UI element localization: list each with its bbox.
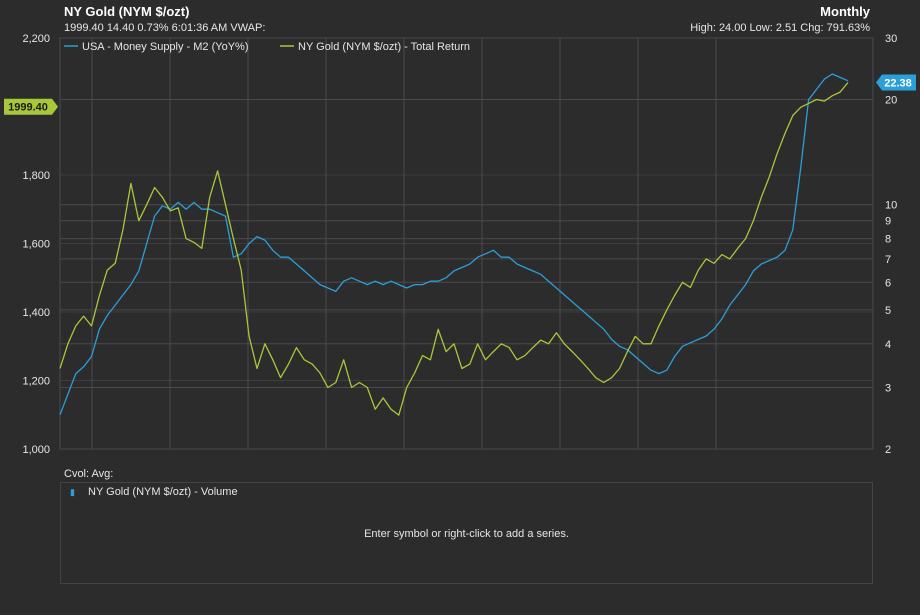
chart-legend: USA - Money Supply - M2 (YoY%) NY Gold (N… (64, 41, 470, 53)
m2-series-line (59, 73, 849, 416)
right-tick-label: 30 (885, 33, 897, 45)
legend-entry: NY Gold (NYM $/ozt) - Total Return (298, 41, 470, 53)
last-value-right-text: 22.38 (884, 77, 912, 89)
left-tick-label: 1,200 (22, 376, 50, 388)
stats-line: High: 24.00 Low: 2.51 Chg: 791.63% (690, 22, 870, 34)
price-chart[interactable]: 1,000 1,200 1,400 1,600 1,800 2,200 2 3 4 5 6 7 8 9 1… (0, 0, 920, 465)
bar-chart-icon: ▮ (70, 487, 75, 497)
left-tick-label: 1,600 (22, 239, 50, 251)
left-tick-label: 2,200 (22, 33, 50, 45)
chart-grid (59, 37, 874, 450)
right-tick-label: 2 (885, 444, 891, 456)
volume-series-label: NY Gold (NYM $/ozt) - Volume (88, 486, 238, 498)
left-tick-label: 1,400 (22, 307, 50, 319)
right-tick-label: 5 (885, 305, 891, 317)
volume-panel[interactable] (60, 482, 873, 584)
volume-stats-label: Cvol: Avg: (64, 468, 114, 480)
legend-entry: USA - Money Supply - M2 (YoY%) (82, 41, 249, 53)
right-tick-label: 6 (885, 277, 891, 289)
series-layer (59, 73, 849, 416)
last-value-tag-right (876, 74, 916, 91)
left-axis: 1,000 1,200 1,400 1,600 1,800 2,200 (22, 33, 50, 456)
right-tick-label: 9 (885, 216, 891, 228)
left-tick-label: 1,000 (22, 444, 50, 456)
gold-series-line (59, 82, 849, 416)
right-axis: 2 3 4 5 6 7 8 9 10 20 30 (885, 33, 897, 456)
right-tick-label: 8 (885, 234, 891, 246)
right-tick-label: 7 (885, 254, 891, 266)
right-tick-label: 20 (885, 95, 897, 107)
quote-line: 1999.40 14.40 0.73% 6:01:36 AM VWAP: (64, 22, 266, 34)
last-value-left-text: 1999.40 (8, 102, 48, 114)
add-series-hint: Enter symbol or right-click to add a ser… (364, 528, 569, 540)
last-value-tags: 1999.40 22.38 (4, 74, 916, 115)
period-selector[interactable]: Monthly (820, 4, 870, 19)
volume-series-legend[interactable]: ▮ NY Gold (NYM $/ozt) - Volume (70, 486, 238, 498)
chart-title: NY Gold (NYM $/ozt) (64, 4, 190, 19)
right-tick-label: 3 (885, 382, 891, 394)
last-value-tag-left (4, 98, 58, 115)
left-tick-label: 1,800 (22, 170, 50, 182)
right-tick-label: 10 (885, 200, 897, 212)
right-tick-label: 4 (885, 339, 891, 351)
